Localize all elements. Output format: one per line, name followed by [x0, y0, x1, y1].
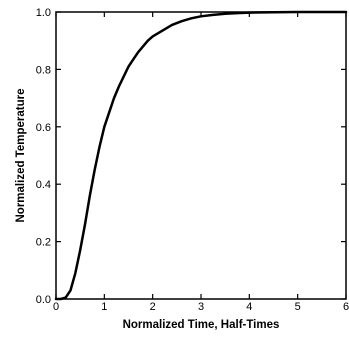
x-axis-ticks: 0 1 2 3 4 5 6	[53, 12, 349, 313]
y-tick-label: 0.2	[36, 237, 51, 249]
x-tick-label: 1	[101, 301, 107, 313]
x-tick-label: 5	[295, 301, 301, 313]
x-tick-label: 2	[150, 301, 156, 313]
series-line-0	[54, 10, 348, 301]
y-axis-ticks: 0.0 0.2 0.4 0.6 0.8 1.0	[36, 7, 346, 306]
x-tick-label: 6	[343, 301, 349, 313]
x-tick-label: 3	[198, 301, 204, 313]
x-axis-title: Normalized Time, Half-Times	[123, 319, 280, 331]
y-tick-label: 0.6	[36, 122, 51, 134]
y-axis-title: Normalized Temperature	[15, 89, 27, 223]
y-tick-label: 0.4	[36, 179, 51, 191]
y-tick-label: 1.0	[36, 7, 51, 19]
y-tick-label: 0.8	[36, 64, 51, 76]
series-layer	[54, 10, 348, 301]
x-tick-label: 0	[53, 301, 59, 313]
plot-frame	[55, 11, 347, 300]
x-tick-label: 4	[246, 301, 252, 313]
y-tick-label: 0.0	[36, 294, 51, 306]
